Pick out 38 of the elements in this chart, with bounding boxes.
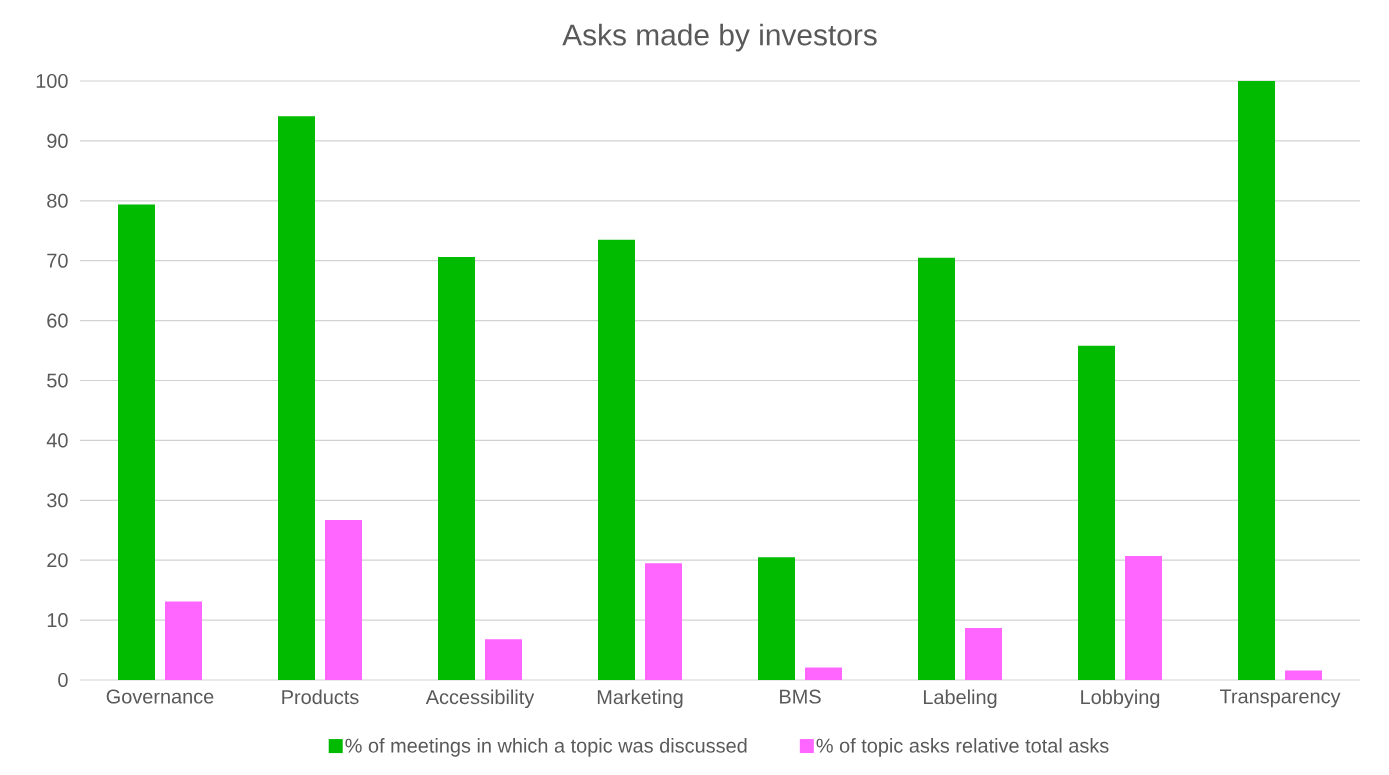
bar xyxy=(918,257,956,680)
x-tick-label: Products xyxy=(282,689,359,705)
bar xyxy=(1078,345,1116,680)
bar xyxy=(965,627,1003,680)
x-tick-label: Lobbying xyxy=(1081,689,1160,709)
y-tick-label: 30 xyxy=(47,493,68,508)
x-tick-label: Governance xyxy=(106,689,214,704)
bar xyxy=(165,601,202,680)
y-tick-label: 10 xyxy=(47,613,68,628)
bar xyxy=(1125,556,1163,680)
x-tick-label: Transparency xyxy=(1219,689,1341,708)
bar xyxy=(325,520,363,680)
x-tick-label: Labeling xyxy=(923,689,997,709)
bar xyxy=(598,239,636,680)
bar xyxy=(758,557,796,680)
y-tick-label: 60 xyxy=(47,313,68,328)
y-tick-label: 40 xyxy=(46,433,68,448)
y-tick-label: 20 xyxy=(47,553,68,568)
y-tick-label: 100 xyxy=(36,73,68,89)
x-tick-label: Marketing xyxy=(597,689,683,709)
y-tick-label: 80 xyxy=(47,193,68,208)
bar xyxy=(1238,80,1276,680)
y-tick-label: 70 xyxy=(47,253,68,268)
y-tick-label: 90 xyxy=(47,133,68,148)
legend-label: % of meetings in which a topic was discussed xyxy=(345,738,747,757)
bar xyxy=(278,116,316,680)
bar xyxy=(438,257,476,680)
bar xyxy=(1285,670,1323,680)
y-tick-label: 0 xyxy=(58,672,68,688)
y-tick-label: 50 xyxy=(47,373,68,388)
bar xyxy=(118,204,155,680)
legend-label: % of topic asks relative total asks xyxy=(816,738,1109,757)
bar xyxy=(485,639,523,680)
chart-title: Asks made by investors xyxy=(562,23,877,52)
x-tick-label: BMS xyxy=(780,689,821,704)
x-tick-label: Accessibility xyxy=(425,689,535,709)
bar xyxy=(805,667,843,680)
bar xyxy=(645,563,683,680)
